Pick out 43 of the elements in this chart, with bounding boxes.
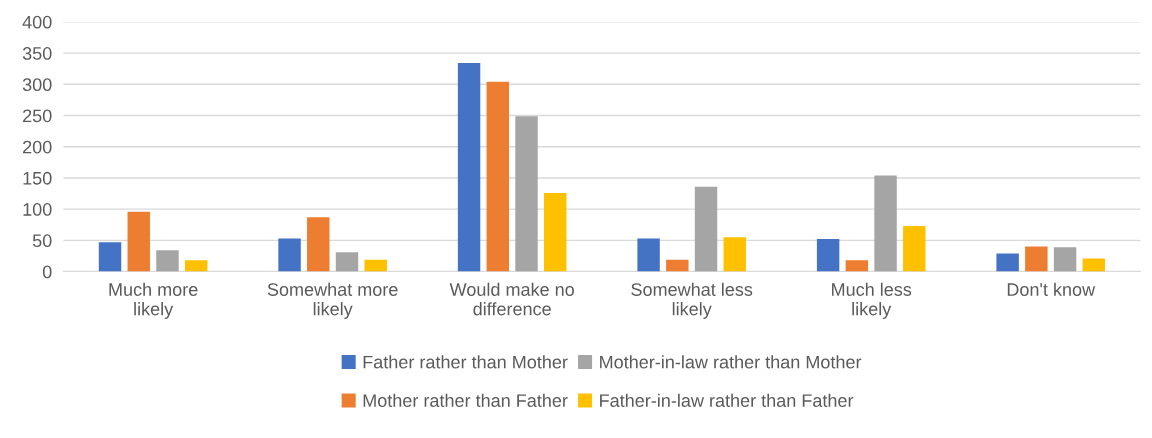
bar [278, 238, 301, 272]
legend-label: Father-in-law rather than Father [600, 393, 854, 407]
y-tick-label: 250 [23, 109, 52, 123]
bar [156, 250, 179, 272]
bar [544, 192, 567, 272]
x-tick-label: Somewhat more likely [267, 282, 398, 319]
bar [364, 259, 387, 272]
x-tick-label: Would make no difference [449, 282, 574, 316]
y-tick-label: 400 [22, 15, 52, 29]
bar [457, 63, 481, 272]
bar [335, 252, 359, 272]
bar [694, 186, 718, 272]
bar [307, 217, 330, 272]
y-tick-label: 50 [32, 234, 52, 248]
y-tick-label: 350 [22, 47, 52, 60]
bar [515, 116, 538, 272]
y-tick-label: 200 [23, 140, 52, 154]
bar [996, 253, 1019, 272]
bar [637, 238, 660, 272]
legend-label: Mother rather than Father [363, 393, 568, 407]
bar [184, 260, 208, 272]
bar [903, 226, 926, 272]
bar [1053, 247, 1077, 272]
bar [845, 260, 869, 272]
y-tick-label: 0 [42, 265, 52, 279]
bar [723, 237, 746, 272]
x-tick-label: Much less likely [832, 282, 912, 319]
bar [874, 175, 897, 272]
bar [1082, 258, 1106, 272]
y-tick-label: 300 [22, 78, 52, 92]
y-tick-label: 150 [23, 171, 52, 185]
legend-label: Father rather than Mother [363, 355, 568, 369]
x-tick-label: Don't know [1007, 282, 1096, 296]
bar [816, 239, 840, 272]
y-tick-label: 100 [23, 203, 52, 216]
bar [666, 259, 689, 272]
bar [98, 242, 122, 272]
legend-label: Mother-in-law rather than Mother [600, 355, 862, 369]
x-tick-label: Much more likely [109, 282, 198, 319]
x-tick-label: Somewhat less likely [631, 282, 753, 319]
bar [127, 211, 150, 272]
bar [1025, 246, 1048, 272]
bar [486, 81, 510, 272]
